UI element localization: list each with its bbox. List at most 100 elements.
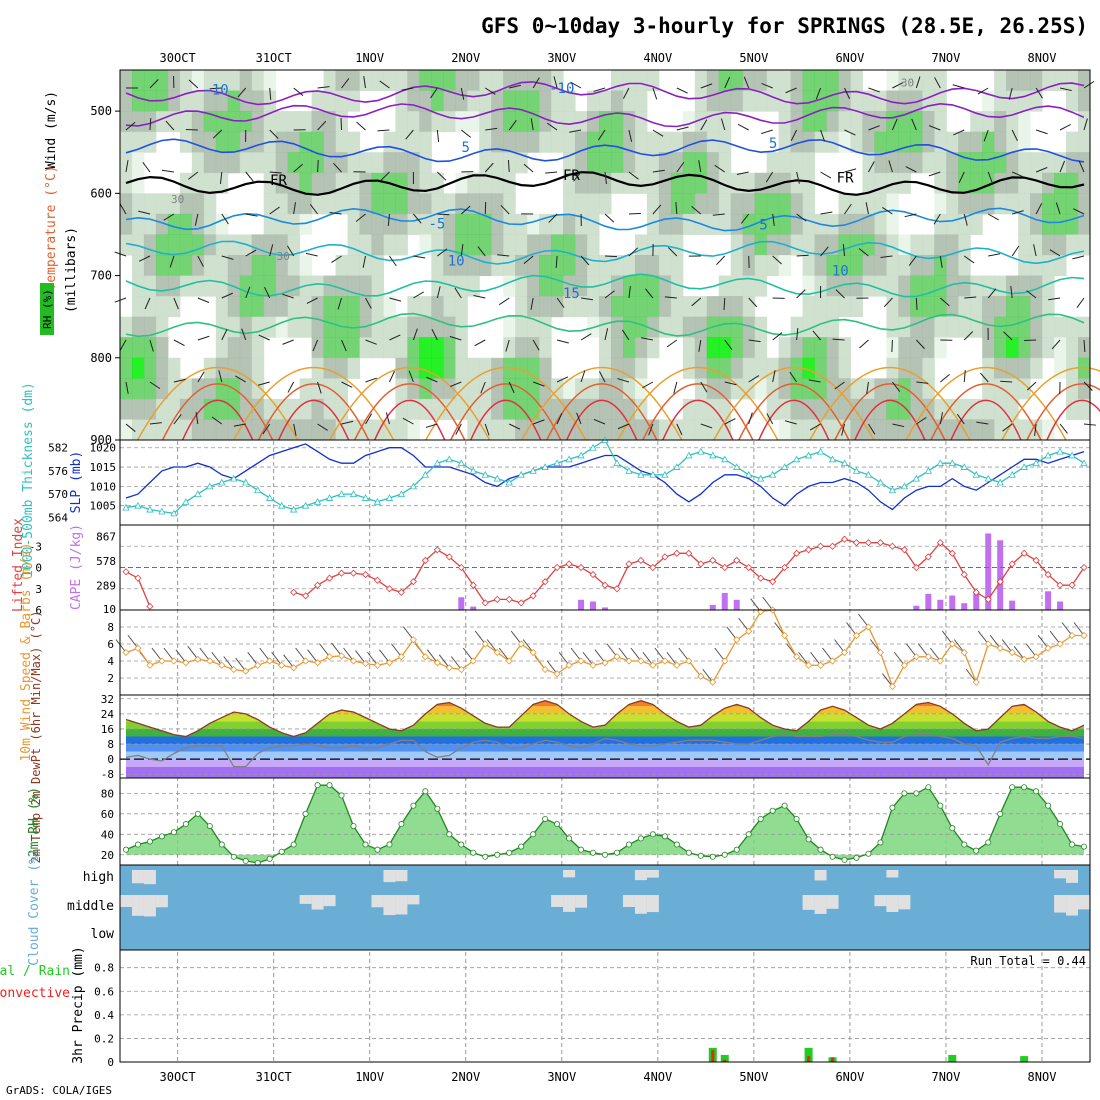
cloud-mid-block: [634, 895, 647, 914]
rh-shade-cell: [239, 316, 253, 338]
thickness-series-marker: [218, 478, 226, 486]
upper-wind-barb: [197, 335, 210, 341]
thickness-series-marker: [948, 459, 956, 467]
cloud-high-block: [383, 870, 396, 883]
rh-shade-cell: [311, 378, 325, 400]
rh-shade-cell: [203, 255, 217, 277]
thickness-series-marker: [409, 482, 418, 490]
rh-shade-cell: [742, 70, 756, 92]
day-label-bottom: 5NOV: [739, 1070, 768, 1084]
rh-shade-cell: [311, 90, 325, 112]
lifted-index-series-line: [125, 538, 1085, 607]
rh-shade-cell: [682, 213, 696, 235]
rh-shade-cell: [347, 152, 361, 174]
cloud-high-block: [1066, 870, 1079, 883]
rh-series-marker: [793, 815, 800, 822]
upper-wind-barb: [258, 381, 270, 386]
upper-wind-barb: [436, 171, 447, 181]
rh-shade-cell: [922, 255, 935, 277]
rh-shade-cell: [395, 234, 408, 256]
rh-shade-cell: [407, 419, 420, 441]
lifted-index-series-marker: [984, 595, 992, 603]
rh-shade-cell: [934, 275, 947, 297]
surface-wind-barb: [977, 630, 989, 645]
rh-shade-cell: [335, 152, 349, 174]
thickness-series-marker: [349, 490, 358, 497]
rh-shade-cell: [778, 193, 792, 215]
rh-shade-cell: [155, 255, 169, 277]
slp-axis-label: SLP (mb): [69, 451, 84, 514]
rh-shade-cell: [958, 316, 971, 338]
rh-shade-cell: [670, 213, 684, 235]
upper-wind-barb: [868, 125, 880, 131]
upper-wind-barb: [963, 255, 975, 264]
rh-shade-cell: [958, 275, 971, 297]
rh-shade-cell: [718, 419, 732, 441]
rh-shade-cell: [131, 398, 145, 420]
rh-series-marker: [266, 855, 273, 862]
upper-wind-barb: [436, 129, 440, 142]
day-label-bottom: 2NOV: [451, 1070, 480, 1084]
wind-speed-series-marker: [158, 657, 166, 665]
rh-shade-cell: [287, 398, 301, 420]
rh-shade-cell: [850, 131, 863, 153]
rain-bar: [1020, 1056, 1029, 1062]
upper-wind-barb: [676, 87, 688, 94]
rh-shade-cell: [120, 70, 133, 92]
rh-series-marker: [410, 802, 417, 809]
surface-wind-barb: [1073, 622, 1085, 636]
upper-wind-barb: [796, 254, 809, 257]
rh-shade-cell: [958, 234, 971, 256]
upper-wind-barb: [149, 79, 159, 89]
rh-shade-cell: [766, 234, 780, 256]
upper-wind-barb: [356, 121, 366, 131]
upper-wind-barb: [125, 423, 136, 432]
rh-shade-cell: [467, 213, 480, 235]
rh-shade-cell: [587, 234, 600, 256]
rh-shade-cell: [563, 419, 576, 441]
cape-bar: [470, 606, 477, 610]
upper-wind-barb: [377, 129, 390, 132]
rh-shade-cell: [1018, 111, 1031, 133]
rh-shade-cell: [898, 275, 911, 297]
lifted-index-series-marker: [122, 568, 130, 576]
rh-shade-cell: [1054, 213, 1067, 235]
rh-shade-cell: [275, 275, 289, 297]
upper-wind-barb: [987, 213, 999, 221]
upper-wind-barb: [212, 129, 223, 139]
rh-shade-cell: [575, 172, 588, 194]
rh-shade-cell: [778, 111, 792, 133]
rh-shade-cell: [1042, 296, 1055, 318]
slp-series-line: [125, 443, 1085, 511]
rh-shade-cell: [994, 357, 1007, 379]
rh-shade-cell: [898, 90, 911, 112]
surface-wind-barb: [271, 651, 283, 666]
upper-wind-barb: [724, 339, 733, 350]
rh-shade-cell: [802, 296, 816, 318]
cloud-mid-block: [551, 895, 564, 907]
rh-shade-cell: [443, 398, 456, 420]
rh-shade-cell: [203, 213, 217, 235]
rh-shade-cell: [670, 193, 684, 215]
rh-shade-cell: [850, 398, 863, 420]
rh-shade-cell: [982, 111, 995, 133]
thickness-series-marker: [289, 505, 298, 513]
rh-shade-cell: [479, 152, 492, 174]
rh-shade-cell: [622, 337, 636, 359]
rh-shade-cell: [874, 193, 887, 215]
rh-shade-cell: [730, 213, 744, 235]
rh-series-marker: [326, 782, 333, 789]
rh-shade-cell: [826, 213, 840, 235]
rh-shade-cell: [886, 193, 899, 215]
day-label-top: 30OCT: [160, 51, 196, 65]
upper-wind-barb: [664, 296, 677, 299]
upper-wind-barb: [221, 292, 233, 299]
rh-shade-cell: [946, 152, 959, 174]
thickness-series-marker: [158, 507, 166, 515]
lifted-index-series-marker: [302, 592, 310, 600]
rh-shade-cell: [455, 193, 468, 215]
rh-shade-cell: [706, 172, 720, 194]
rh-shade-cell: [539, 296, 552, 318]
rh-series-marker: [757, 815, 764, 822]
rh-series-marker: [1045, 802, 1052, 809]
